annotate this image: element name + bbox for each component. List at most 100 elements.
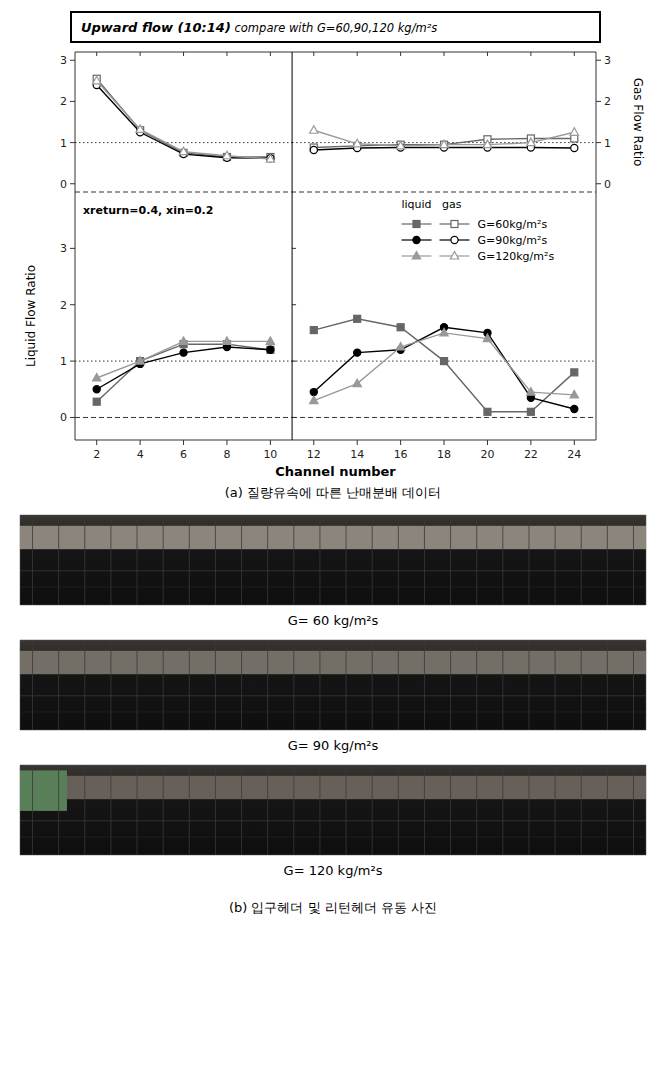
- photo-fin: [607, 515, 608, 605]
- x-tick-label: 24: [567, 448, 581, 461]
- x-tick: [530, 52, 531, 56]
- series-line: [314, 333, 574, 401]
- reference-line: [75, 142, 292, 143]
- photo-fin: [633, 765, 634, 855]
- legend-swatch: [450, 252, 458, 260]
- y2-tick: [596, 142, 601, 143]
- photo-fin: [607, 765, 608, 855]
- legend-label: G=90kg/m²s: [477, 234, 547, 247]
- x-tick: [574, 440, 575, 445]
- photo-background: [20, 515, 646, 605]
- data-point: [223, 151, 231, 159]
- data-point: [483, 140, 491, 148]
- photo: [20, 515, 646, 605]
- legend-swatch: [451, 221, 458, 228]
- photo-fin: [528, 640, 529, 730]
- data-point: [571, 369, 578, 376]
- panel: 12141618202224liquid gasG=60kg/m²sG=90kg…: [292, 192, 596, 461]
- photo-fin: [450, 640, 451, 730]
- data-point: [93, 386, 100, 393]
- photo-fin: [137, 640, 138, 730]
- y-tick: [70, 183, 75, 184]
- photo-fin: [267, 515, 268, 605]
- x-tick: [357, 440, 358, 445]
- data-point: [527, 388, 535, 396]
- series-line: [97, 341, 271, 378]
- x-tick: [226, 440, 227, 445]
- photo-fin: [58, 640, 59, 730]
- photo-fin: [372, 640, 373, 730]
- data-point: [137, 358, 144, 365]
- reference-line: [75, 361, 292, 362]
- photo: [20, 640, 646, 730]
- data-point: [441, 358, 448, 365]
- photo-fin: [32, 765, 33, 855]
- photo-fin: [110, 640, 111, 730]
- photo-fin: [372, 515, 373, 605]
- caption: G= 90 kg/m²s: [288, 738, 379, 753]
- photo: [20, 765, 646, 855]
- photo-fin: [189, 515, 190, 605]
- x-tick: [140, 440, 141, 445]
- photo-fin: [633, 640, 634, 730]
- photo-fin: [215, 640, 216, 730]
- y2-tick: [596, 101, 601, 102]
- data-point: [136, 357, 144, 365]
- x-tick: [400, 52, 401, 56]
- x-tick-label: 8: [223, 448, 230, 461]
- y-tick-label: 0: [60, 411, 67, 424]
- reference-line: [292, 417, 596, 418]
- x-tick-label: 12: [307, 448, 321, 461]
- photo-fin: [476, 640, 477, 730]
- data-point: [440, 328, 448, 336]
- photo-fin: [476, 515, 477, 605]
- data-point: [93, 76, 101, 84]
- plot-area: [75, 75, 292, 162]
- data-point: [310, 327, 317, 334]
- photo-fin: [528, 515, 529, 605]
- photo-fin: [241, 765, 242, 855]
- y-tick: [292, 248, 296, 249]
- annotation: xreturn=0.4, xin=0.2: [83, 204, 213, 217]
- data-point: [353, 379, 361, 387]
- data-point: [483, 334, 491, 342]
- y-tick-label: 2: [60, 299, 67, 312]
- data-point: [354, 315, 361, 322]
- y-tick: [70, 142, 75, 143]
- data-point: [310, 126, 318, 134]
- y-tick-label: 3: [60, 54, 67, 67]
- subtitle: (a) 질량유속에 따른 난매분배 데이터: [225, 485, 442, 500]
- photo-fin: [502, 765, 503, 855]
- title-note: compare with G=60,90,120 kg/m²s: [231, 21, 437, 35]
- photo-fin: [32, 515, 33, 605]
- series-line: [314, 327, 574, 409]
- photo-fin: [555, 640, 556, 730]
- photo-fin: [607, 640, 608, 730]
- data-point: [267, 346, 274, 353]
- photo-fin: [293, 640, 294, 730]
- y-tick: [70, 248, 75, 249]
- photo-fin: [58, 765, 59, 855]
- title-box: [71, 12, 600, 42]
- photo-band: [20, 526, 646, 549]
- photo-fin: [20, 837, 646, 838]
- data-point: [353, 139, 361, 147]
- panel: 0123Gas Flow Ratio: [292, 52, 645, 192]
- data-point: [527, 408, 534, 415]
- data-point: [267, 346, 274, 353]
- y-tick-label: 1: [60, 355, 67, 368]
- data-point: [310, 146, 317, 153]
- photo-fin: [241, 640, 242, 730]
- x-tick-label: 14: [350, 448, 364, 461]
- data-point: [397, 141, 404, 148]
- photo-fin: [319, 765, 320, 855]
- x-tick: [183, 52, 184, 56]
- y-tick: [70, 417, 75, 418]
- photo-fin: [84, 515, 85, 605]
- legend-swatch: [412, 252, 420, 260]
- data-point: [267, 155, 274, 162]
- data-point: [93, 374, 101, 382]
- x-tick: [530, 440, 531, 445]
- photo-fin: [84, 765, 85, 855]
- reference-line: [75, 417, 292, 418]
